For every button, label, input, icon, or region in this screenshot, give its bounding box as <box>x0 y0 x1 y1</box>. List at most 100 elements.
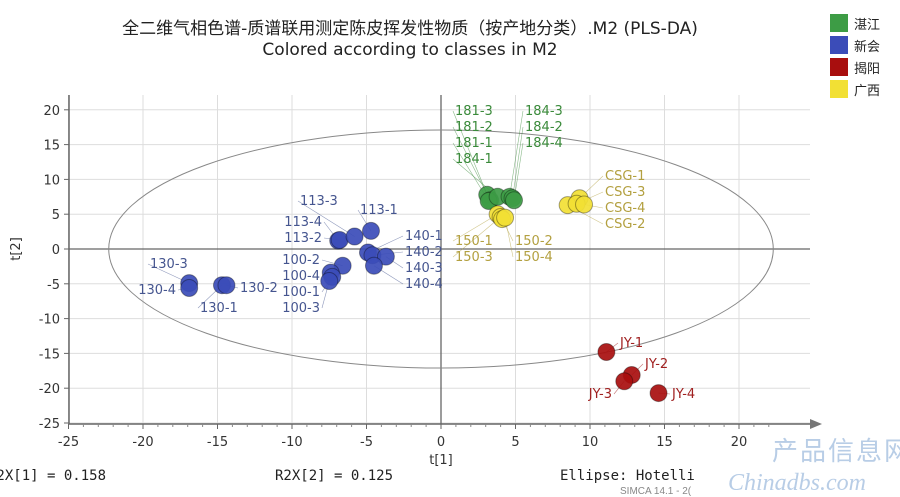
y-tick-label: 20 <box>43 104 60 119</box>
point-label: 181-1 <box>455 136 493 151</box>
point-label: JY-3 <box>588 387 612 402</box>
legend-swatch <box>830 14 848 32</box>
legend-item: 湛江 <box>830 12 880 34</box>
point-label: 113-1 <box>360 203 398 218</box>
hotelling-ellipse <box>108 129 774 369</box>
y-tick-label: -10 <box>39 313 60 328</box>
chart-title: 全二维气相色谱-质谱联用测定陈皮挥发性物质（按产地分类）.M2 (PLS-DA) <box>122 19 698 39</box>
y-tick-label: 0 <box>52 243 60 258</box>
point-label: 113-2 <box>284 231 322 246</box>
point-label: 130-1 <box>200 301 238 316</box>
data-point <box>180 278 199 297</box>
y-tick-label: -5 <box>47 278 60 293</box>
y-tick-label: -15 <box>39 347 60 362</box>
point-label: 150-3 <box>455 250 493 265</box>
data-point <box>361 221 380 240</box>
data-point <box>649 384 668 403</box>
x-tick-label: -10 <box>281 435 302 450</box>
legend-swatch <box>830 80 848 98</box>
point-label: 113-4 <box>284 215 322 230</box>
point-label: 130-4 <box>138 283 176 298</box>
point-label: 140-3 <box>405 261 443 276</box>
y-tick-label: -25 <box>39 417 60 432</box>
legend-item: 新会 <box>830 34 880 56</box>
chart-subtitle: Colored according to classes in M2 <box>262 40 558 60</box>
legend-label: 湛江 <box>854 17 881 33</box>
x-tick-label: -15 <box>207 435 228 450</box>
data-point <box>597 343 616 362</box>
x-tick-label: 20 <box>731 435 748 450</box>
point-label: JY-4 <box>671 387 695 402</box>
point-label: 100-3 <box>282 301 320 316</box>
ellipse-label: Ellipse: Hotelli <box>560 468 695 484</box>
point-label: 150-1 <box>455 234 493 249</box>
legend-label: 广西 <box>854 83 881 99</box>
y-tick-label: 5 <box>52 208 60 223</box>
legend: 湛江 新会 揭阳 广西 <box>830 12 880 100</box>
r2x1-label: R2X[1] = 0.158 <box>0 468 107 484</box>
point-label: 140-4 <box>405 277 443 292</box>
data-point <box>345 227 364 246</box>
point-label: 181-2 <box>455 120 493 135</box>
data-point <box>496 208 515 227</box>
x-tick-label: 10 <box>582 435 599 450</box>
point-label: 184-2 <box>525 120 563 135</box>
point-label: 181-3 <box>455 104 493 119</box>
label-leader-line <box>452 216 501 258</box>
data-point <box>330 230 349 249</box>
point-label: CSG-4 <box>605 201 645 216</box>
label-leader-line <box>452 213 498 242</box>
point-label: 130-3 <box>150 257 188 272</box>
point-label: 184-1 <box>455 152 493 167</box>
point-label: 150-2 <box>515 234 553 249</box>
x-tick-label: -5 <box>360 435 373 450</box>
point-label: 184-4 <box>525 136 563 151</box>
label-leader-line <box>512 126 524 199</box>
x-tick-label: 0 <box>437 435 445 450</box>
point-label: CSG-2 <box>605 217 645 232</box>
y-tick-label: 10 <box>43 173 60 188</box>
watermark-cn: 产品信息网 <box>772 437 900 467</box>
data-point <box>217 276 236 295</box>
point-label: 150-4 <box>515 250 553 265</box>
data-point <box>364 256 383 275</box>
x-axis-label: t[1] <box>429 453 453 468</box>
x-tick-label: 15 <box>656 435 673 450</box>
point-label: 140-2 <box>405 245 443 260</box>
y-tick-label: 15 <box>43 139 60 154</box>
point-label: 100-4 <box>282 269 320 284</box>
software-label: SIMCA 14.1 - 2( <box>620 486 692 497</box>
legend-swatch <box>830 36 848 54</box>
data-point <box>505 191 524 210</box>
point-label: CSG-3 <box>605 185 645 200</box>
data-point <box>376 247 395 266</box>
x-axis-arrow <box>810 419 822 429</box>
point-label: 140-1 <box>405 229 443 244</box>
x-tick-label: -25 <box>58 435 79 450</box>
label-leader-line <box>452 110 488 195</box>
point-label: 100-2 <box>282 253 320 268</box>
legend-item: 广西 <box>830 78 880 100</box>
point-label: 113-3 <box>300 194 338 209</box>
legend-label: 新会 <box>854 39 881 55</box>
data-point <box>615 372 634 391</box>
y-tick-label: -20 <box>39 382 60 397</box>
point-label: JY-2 <box>644 357 668 372</box>
watermark-en: Chinadbs.com <box>728 470 866 496</box>
point-label: 184-3 <box>525 104 563 119</box>
legend-item: 揭阳 <box>830 56 880 78</box>
data-point <box>320 272 339 291</box>
legend-swatch <box>830 58 848 76</box>
y-axis-label: t[2] <box>9 237 24 261</box>
x-tick-label: 5 <box>511 435 519 450</box>
x-tick-label: -20 <box>132 435 153 450</box>
data-point <box>575 195 594 214</box>
point-label: CSG-1 <box>605 169 645 184</box>
label-leader-line <box>297 200 355 237</box>
point-label: 100-1 <box>282 285 320 300</box>
label-leader-line <box>509 110 524 197</box>
point-label: 130-2 <box>240 281 278 296</box>
legend-label: 揭阳 <box>854 61 881 77</box>
r2x2-label: R2X[2] = 0.125 <box>275 468 394 484</box>
